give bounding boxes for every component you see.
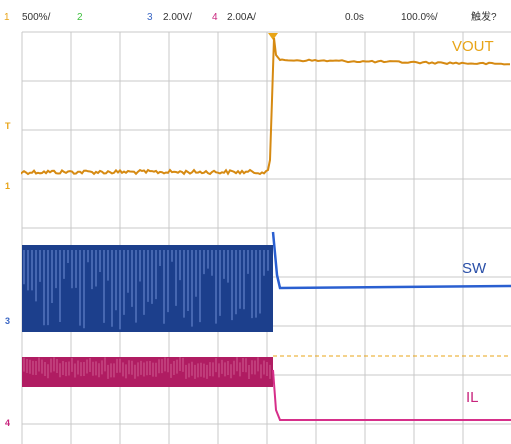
trigger-level-marker[interactable]: T bbox=[5, 121, 11, 131]
trigger-status[interactable]: 触发? bbox=[471, 12, 497, 23]
il-trace bbox=[272, 369, 511, 421]
time-offset[interactable]: 0.0s bbox=[345, 12, 364, 23]
channel-3-scale[interactable]: 2.00V/ bbox=[163, 12, 192, 23]
il-label: IL bbox=[466, 389, 479, 406]
channel-1-scale[interactable]: 500%/ bbox=[22, 12, 51, 23]
channel-3-number[interactable]: 3 bbox=[147, 12, 153, 23]
sw-label: SW bbox=[462, 260, 487, 277]
channel-4-ground-marker[interactable]: 4 bbox=[5, 418, 11, 428]
sw-trace bbox=[271, 231, 511, 290]
channel-1-ground-marker[interactable]: 1 bbox=[5, 181, 11, 191]
vout-trace bbox=[21, 37, 510, 176]
channel-2-number[interactable]: 2 bbox=[77, 12, 83, 23]
channel-1-number[interactable]: 1 bbox=[4, 12, 10, 23]
trigger-position-marker bbox=[268, 33, 278, 40]
channel-4-number[interactable]: 4 bbox=[212, 12, 218, 23]
vout-label: VOUT bbox=[452, 38, 494, 55]
time-scale[interactable]: 100.0%/ bbox=[401, 12, 438, 23]
channel-4-scale[interactable]: 2.00A/ bbox=[227, 12, 256, 23]
il-ripple-block bbox=[22, 357, 273, 387]
channel-3-ground-marker[interactable]: 3 bbox=[5, 316, 11, 326]
